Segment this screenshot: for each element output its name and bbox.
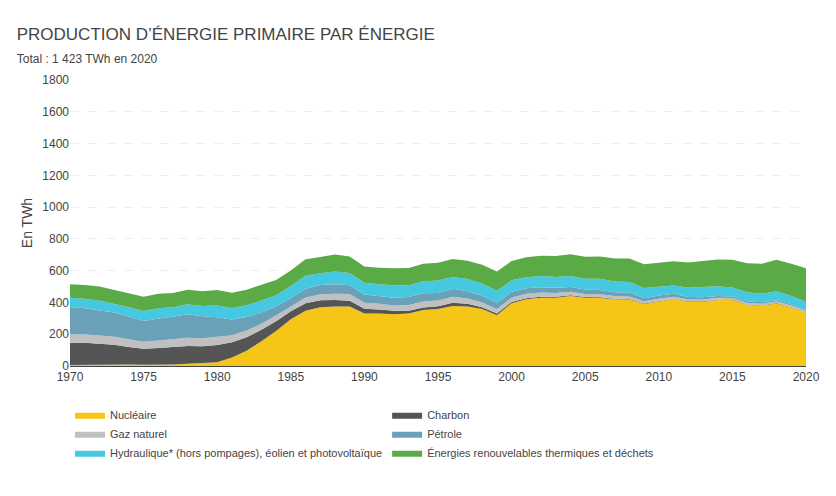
svg-text:Nucléaire: Nucléaire	[110, 409, 156, 421]
svg-text:Total : 1 423 TWh en 2020: Total : 1 423 TWh en 2020	[17, 52, 158, 66]
svg-text:1995: 1995	[425, 370, 452, 384]
svg-text:1975: 1975	[130, 370, 157, 384]
svg-text:0: 0	[62, 359, 69, 373]
svg-text:1000: 1000	[42, 200, 69, 214]
svg-text:1990: 1990	[351, 370, 378, 384]
svg-text:Hydraulique* (hors pompages),: Hydraulique* (hors pompages), éolien et …	[110, 447, 382, 459]
svg-text:2015: 2015	[719, 370, 746, 384]
svg-text:En TWh: En TWh	[19, 198, 35, 248]
svg-text:1400: 1400	[42, 137, 69, 151]
svg-text:1800: 1800	[42, 73, 69, 87]
svg-text:1600: 1600	[42, 105, 69, 119]
svg-text:1970: 1970	[57, 370, 84, 384]
svg-text:Gaz naturel: Gaz naturel	[110, 428, 167, 440]
svg-text:2005: 2005	[572, 370, 599, 384]
svg-text:2010: 2010	[645, 370, 672, 384]
svg-text:2000: 2000	[498, 370, 525, 384]
svg-text:Énergies renouvelables thermiq: Énergies renouvelables thermiques et déc…	[427, 447, 654, 459]
svg-text:800: 800	[49, 232, 69, 246]
svg-text:600: 600	[49, 264, 69, 278]
svg-text:1985: 1985	[277, 370, 304, 384]
svg-text:Pétrole: Pétrole	[427, 428, 462, 440]
svg-text:400: 400	[49, 296, 69, 310]
svg-text:2020: 2020	[793, 370, 820, 384]
svg-text:PRODUCTION D’ÉNERGIE PRIMAIRE: PRODUCTION D’ÉNERGIE PRIMAIRE PAR ÉNERGI…	[17, 25, 435, 44]
svg-text:200: 200	[49, 327, 69, 341]
svg-text:Charbon: Charbon	[427, 409, 469, 421]
svg-text:1200: 1200	[42, 169, 69, 183]
svg-text:1980: 1980	[204, 370, 231, 384]
